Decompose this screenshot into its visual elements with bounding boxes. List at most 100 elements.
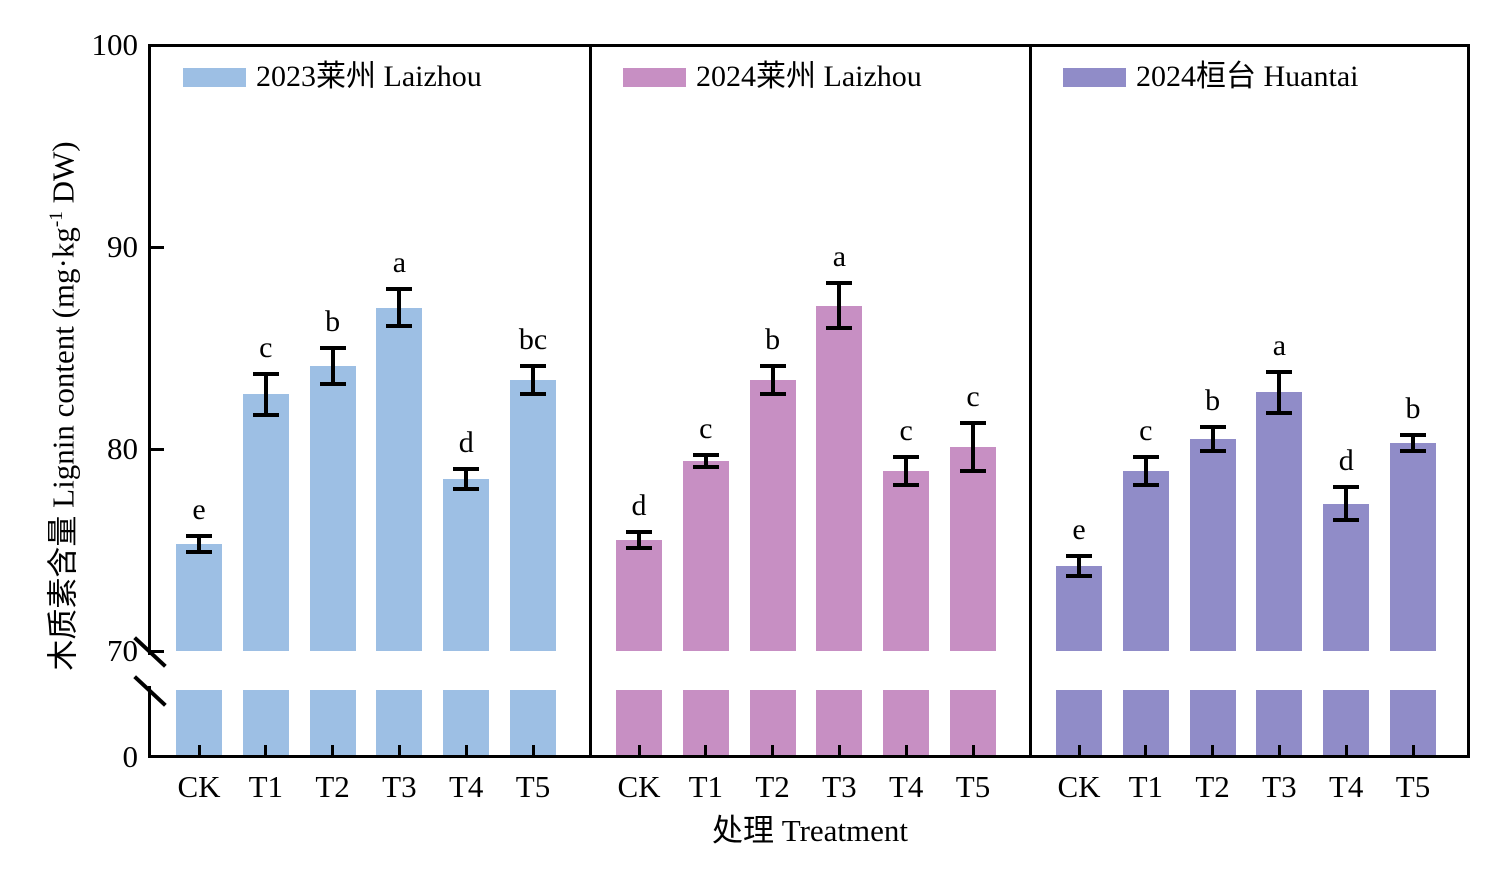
error-bar-cap-bottom (626, 545, 652, 550)
x-tick-label-T4: T4 (1328, 769, 1364, 804)
error-bar-cap-bottom (960, 469, 986, 474)
y-axis-title: 木质素含量 Lignin content (mg·kg-1 DW) (40, 126, 80, 686)
x-tick-label-T1: T1 (688, 769, 724, 804)
y-axis-title-superscript: -1 (46, 211, 67, 228)
significance-letter: c (699, 412, 713, 446)
bar-T2-upper (309, 366, 356, 651)
bar-T4-upper (883, 471, 930, 651)
error-bar-whisker (904, 457, 909, 486)
x-axis-tick (1277, 745, 1281, 757)
error-bar-cap-top (1400, 432, 1426, 437)
bar-T3-upper (1256, 392, 1303, 651)
error-bar-cap-bottom (386, 323, 413, 328)
error-bar-cap-bottom (319, 382, 346, 387)
y-tick-label-70: 70 (107, 633, 138, 668)
x-axis-tick (197, 745, 201, 757)
error-bar-whisker (1411, 434, 1415, 452)
y-axis-title-unit: DW) (45, 141, 81, 212)
error-bar-whisker (464, 469, 469, 490)
error-bar-cap-top (960, 420, 986, 425)
y-axis-tick (151, 447, 164, 451)
error-bar-cap-top (1132, 455, 1159, 460)
error-bar-cap-top (826, 281, 853, 286)
legend-label: 2023莱州 Laizhou (256, 60, 482, 93)
x-axis-tick (1344, 745, 1348, 757)
y-tick-label-0: 0 (122, 739, 139, 774)
significance-letter: b (1405, 391, 1421, 425)
significance-letter: a (392, 246, 407, 280)
significance-letter: b (765, 323, 781, 357)
x-axis-tick (464, 745, 468, 757)
x-axis-tick (1411, 745, 1415, 757)
error-bar-cap-bottom (1266, 410, 1293, 415)
x-axis-tick (1077, 745, 1081, 757)
panel-divider (588, 44, 592, 758)
y-tick-label-90: 90 (107, 229, 138, 264)
legend-label: 2024莱州 Laizhou (696, 60, 922, 93)
bar-T2-upper (749, 380, 796, 651)
x-tick-label-T1: T1 (1128, 769, 1164, 804)
error-bar-whisker (397, 289, 402, 326)
significance-letter: c (966, 379, 980, 413)
x-tick-label-CK: CK (177, 769, 221, 804)
x-axis-tick (1144, 745, 1148, 757)
legend-label: 2024桓台 Huantai (1136, 60, 1359, 93)
error-bar-cap-bottom (1333, 517, 1360, 522)
error-bar-cap-bottom (252, 412, 279, 417)
legend-swatch (623, 68, 686, 87)
bar-T5-upper (510, 380, 556, 651)
error-bar-whisker (703, 455, 708, 468)
error-bar-cap-bottom (453, 487, 480, 492)
bar-T4-upper (443, 479, 490, 651)
axis-break-gap (146, 655, 155, 686)
error-bar-cap-bottom (1132, 483, 1159, 488)
legend-swatch (1063, 68, 1126, 87)
x-axis-tick (637, 745, 641, 757)
error-bar-cap-top (319, 346, 346, 350)
error-bar-cap-top (759, 364, 786, 369)
error-bar-cap-bottom (520, 392, 546, 397)
significance-letter: b (325, 305, 341, 338)
bar-T5-upper (1390, 442, 1436, 651)
x-tick-label-T3: T3 (822, 769, 857, 804)
significance-letter: a (832, 240, 847, 274)
error-bar-whisker (1077, 556, 1081, 577)
x-axis-tick (1211, 745, 1215, 757)
bar-T4-upper (1323, 503, 1370, 651)
error-bar-cap-bottom (1400, 449, 1426, 454)
error-bar-whisker (197, 535, 201, 553)
error-bar-whisker (837, 283, 842, 328)
error-bar-cap-bottom (1199, 449, 1226, 454)
error-bar-cap-bottom (893, 483, 920, 488)
significance-letter: e (192, 492, 206, 526)
error-bar-whisker (637, 531, 641, 548)
bar-T5-upper (950, 446, 996, 651)
significance-letter: b (1205, 383, 1221, 417)
legend-swatch (183, 68, 246, 87)
error-bar-whisker (1210, 426, 1215, 451)
error-bar-whisker (971, 422, 975, 472)
error-bar-whisker (531, 366, 535, 395)
error-bar-cap-top (520, 364, 546, 369)
bar-T1-upper (242, 394, 289, 651)
x-tick-label-CK: CK (617, 769, 661, 804)
bar-CK-upper (1056, 566, 1102, 651)
x-tick-label-T4: T4 (888, 769, 924, 804)
significance-letter: c (899, 414, 913, 448)
x-axis-tick (904, 745, 908, 757)
bar-T3-upper (816, 305, 863, 651)
bar-T1-upper (1122, 471, 1169, 651)
panel-divider (1028, 44, 1032, 758)
x-tick-label-T5: T5 (1395, 769, 1431, 804)
significance-letter: d (1338, 444, 1354, 478)
x-axis-tick (971, 745, 975, 757)
error-bar-whisker (1344, 487, 1349, 520)
error-bar-cap-bottom (1066, 574, 1092, 579)
significance-letter: d (458, 426, 474, 460)
x-tick-label-T2: T2 (1195, 769, 1230, 804)
y-axis-tick (151, 245, 164, 249)
x-tick-label-CK: CK (1057, 769, 1101, 804)
error-bar-cap-top (1266, 370, 1293, 375)
error-bar-cap-bottom (186, 550, 212, 555)
